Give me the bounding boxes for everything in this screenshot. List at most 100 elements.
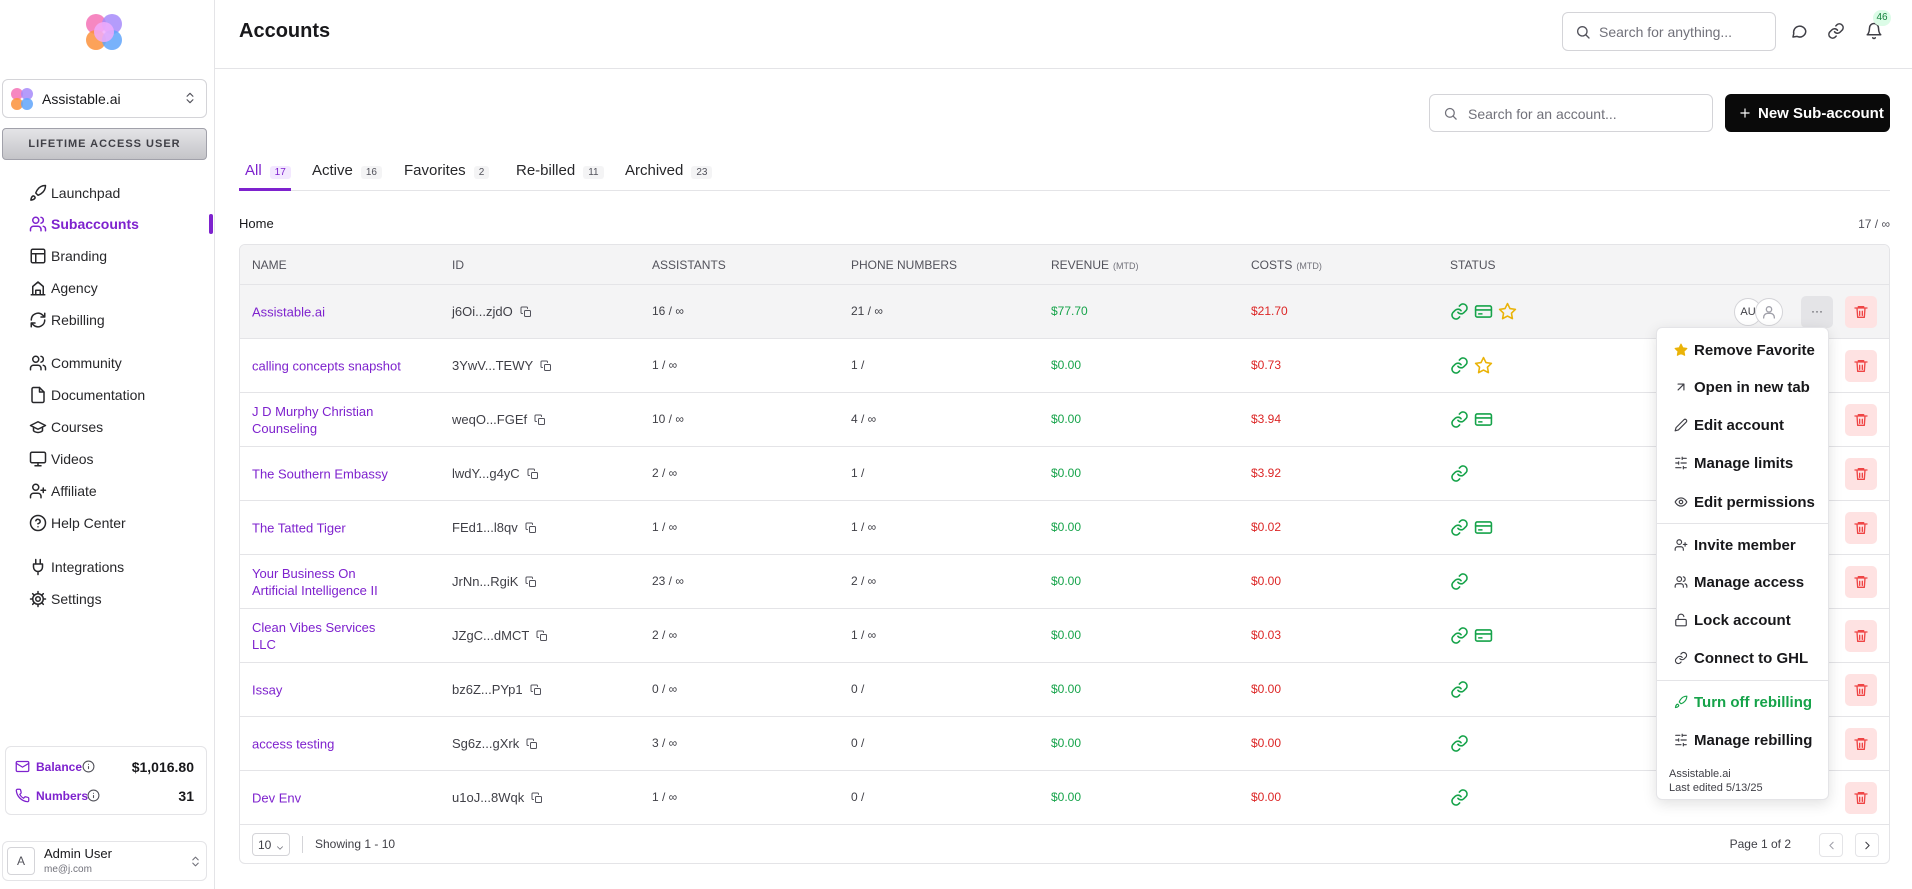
global-search[interactable]: Search for anything... <box>1562 12 1776 51</box>
icon-shape <box>29 487 47 499</box>
icon-shape <box>1829 841 1834 850</box>
copy-id-button[interactable] <box>527 467 539 479</box>
account-name[interactable]: Issay <box>252 682 283 697</box>
balance-icon <box>15 788 30 803</box>
copy-id-button[interactable] <box>530 683 542 695</box>
logo-petal <box>21 98 33 110</box>
nav-item[interactable]: Community <box>20 349 210 377</box>
delete-button[interactable] <box>1845 458 1877 490</box>
account-search[interactable]: Search for an account... <box>1429 94 1713 132</box>
delete-button[interactable] <box>1845 350 1877 382</box>
revenue: $0.00 <box>1051 574 1082 588</box>
icon-shape <box>35 596 41 602</box>
account-name[interactable]: Clean Vibes Services LLC <box>252 619 376 652</box>
delete-button[interactable] <box>1845 296 1877 328</box>
icon-shape <box>1854 468 1868 480</box>
icon-shape <box>1474 356 1493 374</box>
account-name[interactable]: The Tatted Tiger <box>252 520 346 535</box>
icon-shape <box>1474 521 1493 534</box>
icon-shape <box>526 738 534 746</box>
menu-icon <box>1674 733 1688 747</box>
menu-item[interactable]: Edit permissions <box>1661 488 1824 516</box>
icon-shape <box>29 421 47 430</box>
menu-item[interactable]: Turn off rebilling <box>1661 688 1824 716</box>
icon-shape <box>1871 37 1877 40</box>
new-subaccount-button[interactable]: New Sub-account <box>1725 94 1890 132</box>
icon-shape <box>544 364 551 371</box>
menu-label: Manage limits <box>1694 455 1794 472</box>
menu-item[interactable]: Edit account <box>1661 411 1824 439</box>
page-indicator: Page 1 of 2 <box>1729 837 1791 851</box>
chevron <box>275 840 285 850</box>
workspace-select[interactable]: Assistable.ai <box>2 79 207 118</box>
nav-item[interactable]: Integrations <box>20 553 210 581</box>
delete-button[interactable] <box>1845 620 1877 652</box>
page-button[interactable] <box>1855 833 1879 857</box>
menu-item[interactable]: Remove Favorite <box>1661 336 1824 364</box>
nav-item[interactable]: Launchpad <box>20 179 210 207</box>
nav-item[interactable]: Videos <box>20 445 210 473</box>
nav-item[interactable]: Branding <box>20 242 210 270</box>
icon-shape <box>525 576 533 584</box>
user-menu[interactable]: A Admin User me@j.com <box>2 841 207 881</box>
tab[interactable]: All 17 <box>245 162 291 190</box>
icon-shape <box>15 788 30 803</box>
menu-item[interactable]: Manage rebilling <box>1661 726 1824 754</box>
tab[interactable]: Archived 23 <box>625 162 713 190</box>
search-placeholder: Search for anything... <box>1599 24 1733 40</box>
account-name[interactable]: Your Business On Artificial Intelligence… <box>252 565 378 598</box>
tab[interactable]: Favorites 2 <box>404 162 490 190</box>
nav-item[interactable]: Rebilling <box>20 306 210 334</box>
account-name[interactable]: J D Murphy Christian Counseling <box>252 403 374 436</box>
account-name[interactable]: Assistable.ai <box>252 304 325 319</box>
nav-item[interactable]: Courses <box>20 413 210 441</box>
tab-count: 2 <box>473 166 490 179</box>
page-size-select[interactable]: 10 <box>252 833 290 856</box>
icon-shape <box>32 558 44 576</box>
icon-shape <box>31 386 45 404</box>
page-button[interactable] <box>1819 833 1843 857</box>
menu-item[interactable]: Open in new tab <box>1661 373 1824 401</box>
copy-id-button[interactable] <box>540 359 552 371</box>
copy-id-button[interactable] <box>534 413 546 425</box>
account-name[interactable]: The Southern Embassy <box>252 466 388 481</box>
icon-shape <box>30 248 46 264</box>
copy-id-button[interactable] <box>531 791 543 803</box>
nav-item[interactable]: Affiliate <box>20 477 210 505</box>
delete-button[interactable] <box>1845 782 1877 814</box>
icon-shape <box>1674 497 1688 507</box>
menu-item[interactable]: Manage limits <box>1661 449 1824 477</box>
menu-item[interactable]: Invite member <box>1661 531 1824 559</box>
menu-item[interactable]: Connect to GHL <box>1661 644 1824 672</box>
more-button[interactable]: ··· <box>1801 296 1833 328</box>
delete-button[interactable] <box>1845 674 1877 706</box>
account-name[interactable]: calling concepts snapshot <box>252 358 401 373</box>
nav-item[interactable]: Help Center <box>20 509 210 537</box>
nav-item[interactable]: Settings <box>20 585 210 613</box>
copy-id-button[interactable] <box>525 521 537 533</box>
link-button[interactable] <box>1827 22 1845 40</box>
menu-footer-edited: Last edited 5/13/25 <box>1669 782 1763 794</box>
icon-shape <box>1674 343 1688 356</box>
revenue: $0.00 <box>1051 790 1082 804</box>
nav-item[interactable]: Agency <box>20 274 210 302</box>
account-name[interactable]: access testing <box>252 736 335 751</box>
chat-button[interactable] <box>1790 22 1808 40</box>
icon-shape <box>38 386 45 393</box>
tab[interactable]: Active 16 <box>312 162 382 190</box>
delete-button[interactable] <box>1845 404 1877 436</box>
delete-button[interactable] <box>1845 566 1877 598</box>
account-name[interactable]: Dev Env <box>252 790 302 805</box>
nav-item[interactable]: Documentation <box>20 381 210 409</box>
copy-id-button[interactable] <box>536 629 548 641</box>
nav-item[interactable]: Subaccounts <box>20 210 210 238</box>
copy-id-button[interactable] <box>520 305 532 317</box>
menu-item[interactable]: Lock account <box>1661 606 1824 634</box>
menu-item[interactable]: Manage access <box>1661 568 1824 596</box>
delete-button[interactable] <box>1845 512 1877 544</box>
copy-id-button[interactable] <box>525 575 537 587</box>
tab[interactable]: Re-billed 11 <box>516 162 604 190</box>
copy-id-button[interactable] <box>526 737 538 749</box>
delete-button[interactable] <box>1845 728 1877 760</box>
user-avatar: A <box>7 847 35 875</box>
